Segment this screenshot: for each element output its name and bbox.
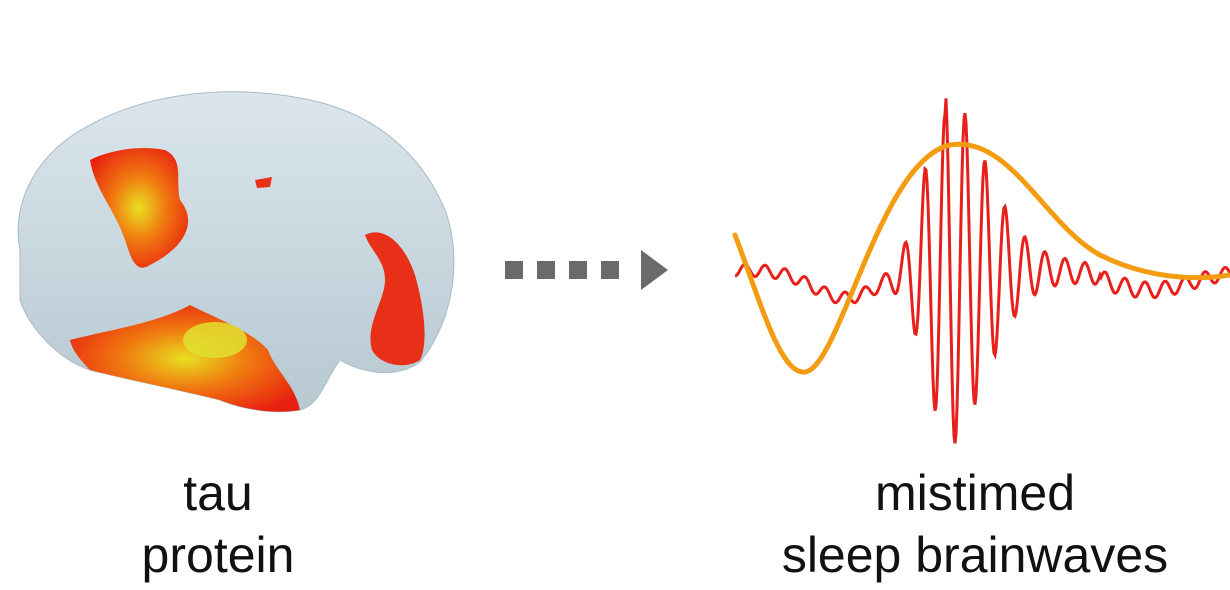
tau-region <box>183 322 247 358</box>
caption: tau <box>183 465 253 521</box>
arrow-head <box>641 250 668 290</box>
caption: mistimed <box>875 465 1075 521</box>
caption: sleep brainwaves <box>782 527 1168 583</box>
figure: tau protein mistimed sleep brainwaves <box>0 0 1230 590</box>
arrow-dash <box>537 261 555 279</box>
caption: protein <box>142 527 295 583</box>
arrow-dash <box>505 261 523 279</box>
brain-illustration <box>18 92 454 412</box>
page: tau protein mistimed sleep brainwaves ((… <box>0 0 1230 590</box>
arrow-dash <box>601 261 619 279</box>
arrow-dash <box>569 261 587 279</box>
arrow <box>505 250 668 290</box>
